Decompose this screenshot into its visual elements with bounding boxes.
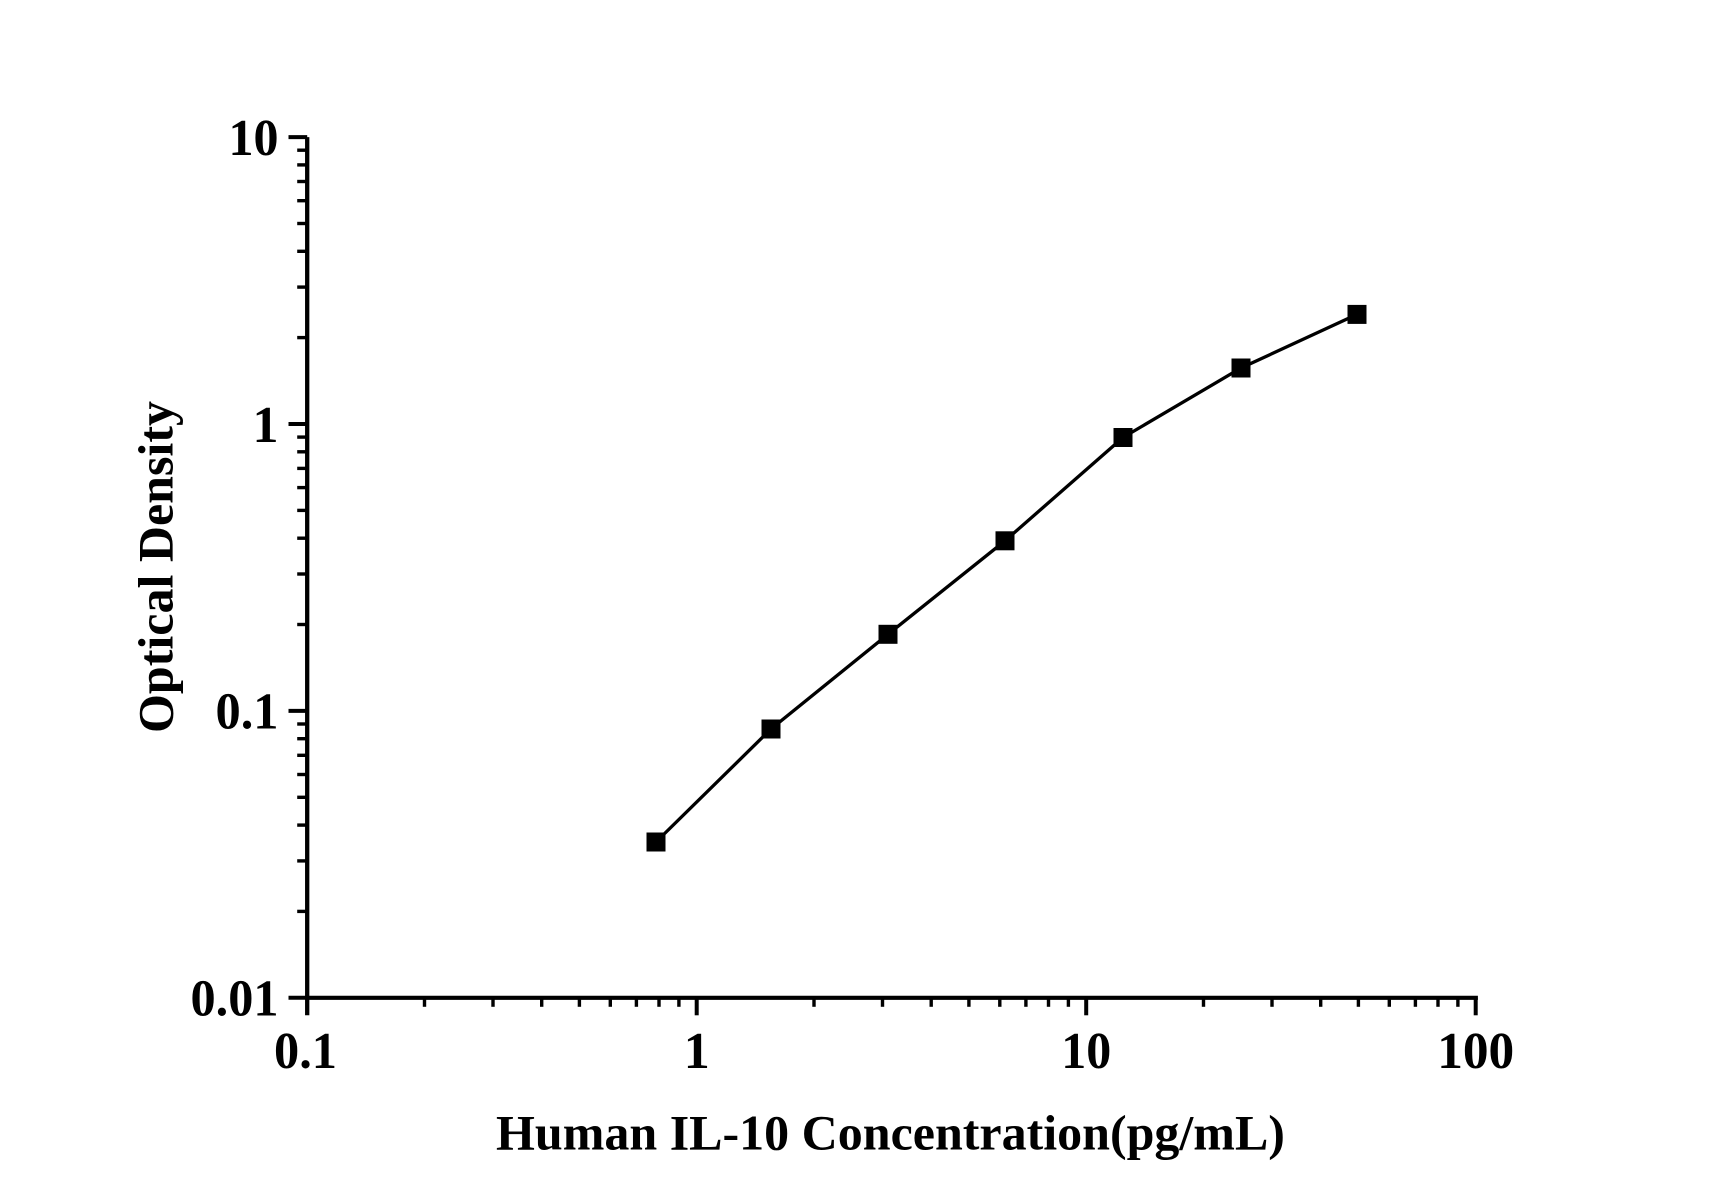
- svg-text:1: 1: [684, 1023, 710, 1080]
- svg-text:0.1: 0.1: [216, 684, 279, 741]
- svg-text:0.01: 0.01: [191, 970, 279, 1027]
- svg-text:100: 100: [1437, 1023, 1514, 1080]
- svg-text:0.1: 0.1: [274, 1023, 337, 1080]
- svg-text:Optical Density: Optical Density: [128, 401, 184, 733]
- svg-text:10: 10: [1061, 1023, 1111, 1080]
- svg-text:1: 1: [253, 397, 279, 454]
- svg-text:Human IL-10 Concentration(pg/m: Human IL-10 Concentration(pg/mL): [496, 1105, 1285, 1161]
- svg-text:10: 10: [229, 110, 279, 167]
